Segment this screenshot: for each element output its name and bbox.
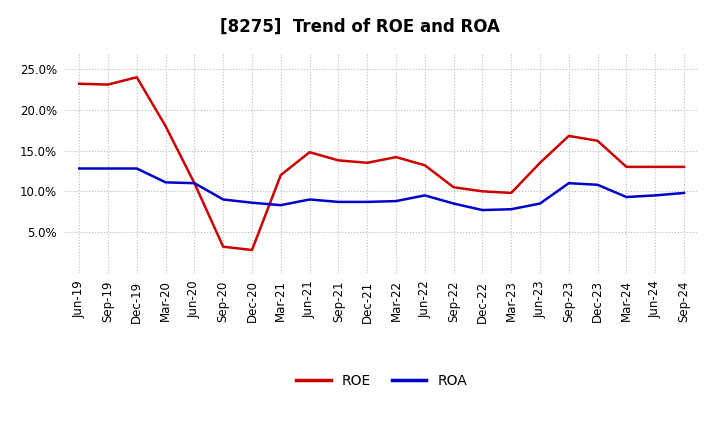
Legend: ROE, ROA: ROE, ROA	[290, 368, 473, 393]
Text: [8275]  Trend of ROE and ROA: [8275] Trend of ROE and ROA	[220, 18, 500, 36]
